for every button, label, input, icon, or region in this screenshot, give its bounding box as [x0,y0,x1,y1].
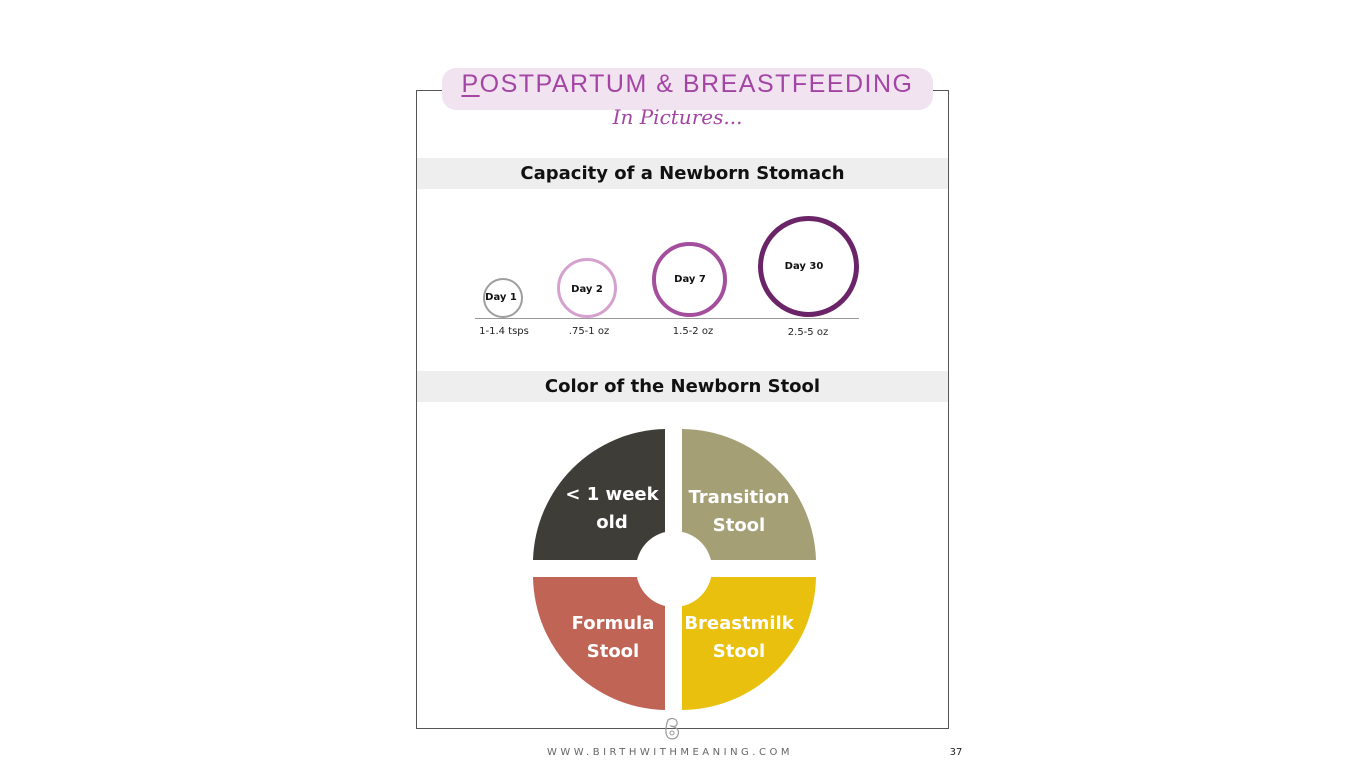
stomach-label-day1: Day 1 [485,292,517,303]
stool-quadrant-lt1week [533,429,665,560]
stool-label-lt1week: < 1 week old [547,481,677,537]
stool-quadrant-transition [682,429,816,560]
stomach-circle-day2 [557,258,617,318]
stool-label-transition: Transition Stool [674,484,804,540]
stool-label-lt1week-line2: old [596,512,628,533]
stomach-amount-day2: .75-1 oz [568,326,610,337]
stomach-amount-day7: 1.5-2 oz [672,326,714,337]
stool-label-transition-line2: Stool [712,515,766,536]
page-title: POSTPARTUM & BREASTFEEDING [442,70,933,99]
stool-label-transition-line1: Transition [688,487,790,508]
stool-label-formula-line1: Formula [571,613,655,634]
stool-quadrant-chart [533,429,816,710]
stool-chart-center-hole [636,531,712,607]
footer-website: WWW.BIRTHWITHMEANING.COM [547,747,793,758]
title-pill [442,68,933,110]
stomach-label-day2: Day 2 [571,284,603,295]
page-number: 37 [949,747,963,758]
stomach-circle-day30 [758,216,859,317]
stomach-label-day30: Day 30 [784,261,824,272]
stomach-baseline [475,318,859,319]
stool-section-heading: Color of the Newborn Stool [417,371,948,402]
stool-label-breastmilk: Breastmilk Stool [674,610,804,666]
stomach-label-day7: Day 7 [674,274,706,285]
stool-label-lt1week-line1: < 1 week [565,484,659,505]
stomach-circle-day1 [483,278,523,318]
stool-label-breastmilk-line2: Stool [712,641,766,662]
stool-quadrant-breastmilk [682,577,816,710]
title-rest: OSTPARTUM & BREASTFEEDING [479,70,914,98]
stool-label-formula-line2: Stool [586,641,640,662]
stool-quadrant-formula [533,577,665,710]
stomach-amount-day30: 2.5-5 oz [787,327,829,338]
stomach-circle-day7 [652,242,727,317]
brand-logo-icon [665,718,680,740]
title-first-letter: P [461,70,480,98]
stomach-amount-day1: 1-1.4 tsps [479,326,529,337]
page-subtitle: In Pictures... [612,105,743,129]
stool-label-formula: Formula Stool [548,610,678,666]
stool-label-breastmilk-line1: Breastmilk [684,613,794,634]
stomach-section-heading: Capacity of a Newborn Stomach [417,158,948,189]
